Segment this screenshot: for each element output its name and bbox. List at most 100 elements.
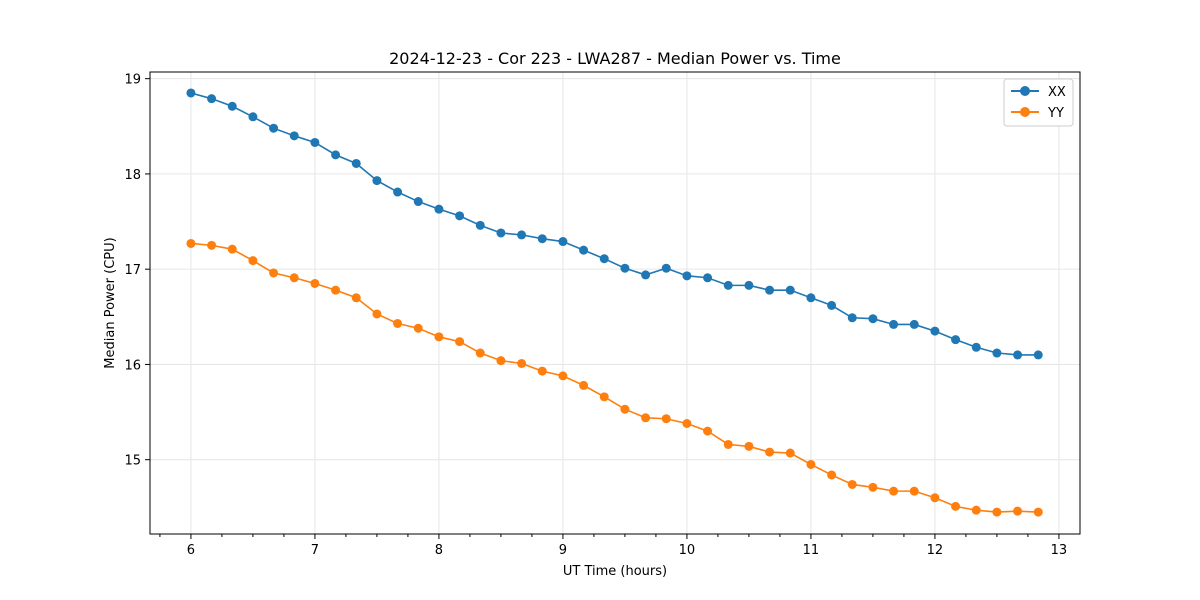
data-point-xx [765, 285, 775, 295]
data-point-xx [620, 263, 630, 273]
data-point-xx [641, 270, 651, 280]
data-point-xx [930, 326, 940, 336]
data-point-yy [723, 439, 733, 449]
data-point-xx [372, 176, 382, 186]
data-point-xx [599, 254, 609, 264]
data-point-yy [310, 278, 320, 288]
x-axis-label: UT Time (hours) [563, 564, 667, 579]
data-point-yy [434, 332, 444, 342]
chart-title: 2024-12-23 - Cor 223 - LWA287 - Median P… [389, 49, 841, 68]
data-point-xx [351, 158, 361, 168]
y-tick-label: 17 [124, 263, 141, 278]
data-point-xx [827, 300, 837, 310]
y-tick-label: 16 [124, 358, 141, 373]
data-point-xx [703, 273, 713, 283]
data-point-xx [744, 280, 754, 290]
data-point-xx [207, 94, 217, 104]
data-point-yy [558, 371, 568, 381]
data-point-yy [599, 392, 609, 402]
x-tick-label: 9 [559, 543, 567, 558]
legend-marker-xx [1020, 86, 1030, 96]
legend: XX YY [1003, 78, 1074, 127]
axes: 6 7 8 9 10 11 12 13 15 16 17 18 19 [124, 73, 1067, 558]
y-tick-label: 19 [124, 73, 141, 88]
legend-label-xx: XX [1048, 85, 1066, 100]
data-point-yy [641, 413, 651, 423]
data-point-xx [537, 234, 547, 244]
data-point-yy [909, 486, 919, 496]
x-tick-label: 11 [803, 543, 820, 558]
series-group [186, 88, 1043, 517]
data-point-yy [517, 358, 527, 368]
data-point-xx [847, 313, 857, 323]
data-point-yy [930, 493, 940, 503]
x-tick-label: 13 [1051, 543, 1068, 558]
data-point-xx [1013, 350, 1023, 360]
data-point-yy [889, 486, 899, 496]
data-point-xx [951, 335, 961, 345]
data-point-xx [992, 348, 1002, 358]
data-point-xx [682, 271, 692, 281]
data-point-yy [806, 459, 816, 469]
data-point-xx [558, 237, 568, 247]
data-point-xx [971, 342, 981, 352]
legend-marker-yy [1020, 107, 1030, 117]
data-point-yy [847, 479, 857, 489]
data-point-yy [661, 414, 671, 424]
data-point-yy [289, 273, 299, 283]
plot-frame [149, 71, 1081, 535]
data-point-xx [227, 101, 237, 111]
data-point-xx [475, 220, 485, 230]
data-point-xx [889, 319, 899, 329]
data-point-yy [951, 501, 961, 511]
data-point-yy [248, 256, 258, 266]
data-point-yy [475, 348, 485, 358]
data-point-yy [827, 470, 837, 480]
data-point-yy [351, 293, 361, 303]
grid [150, 72, 1080, 534]
x-tick-label: 7 [311, 543, 319, 558]
data-point-xx [909, 319, 919, 329]
data-point-yy [868, 482, 878, 492]
data-point-xx [289, 131, 299, 141]
data-point-yy [186, 238, 196, 248]
data-point-yy [207, 240, 217, 250]
data-point-yy [372, 309, 382, 319]
y-axis-label: Median Power (CPU) [103, 237, 118, 368]
data-point-yy [992, 507, 1002, 517]
data-point-yy [496, 356, 506, 366]
data-point-xx [269, 123, 279, 133]
data-point-xx [661, 263, 671, 273]
data-point-xx [1033, 350, 1043, 360]
data-point-yy [1033, 507, 1043, 517]
data-point-yy [744, 441, 754, 451]
data-point-xx [517, 230, 527, 240]
data-point-xx [496, 228, 506, 238]
plot-area [150, 72, 1080, 534]
x-tick-label: 10 [679, 543, 696, 558]
data-point-xx [248, 112, 258, 122]
data-point-yy [537, 366, 547, 376]
data-point-yy [227, 244, 237, 254]
data-point-yy [579, 380, 589, 390]
data-point-yy [620, 404, 630, 414]
data-point-xx [186, 88, 196, 98]
data-point-yy [269, 268, 279, 278]
data-point-yy [703, 426, 713, 436]
data-point-xx [723, 280, 733, 290]
data-point-yy [765, 447, 775, 457]
x-tick-label: 8 [435, 543, 443, 558]
data-point-xx [331, 150, 341, 160]
data-point-xx [868, 314, 878, 324]
data-point-xx [310, 137, 320, 147]
data-point-yy [393, 318, 403, 328]
legend-label-yy: YY [1047, 106, 1064, 121]
data-point-xx [806, 293, 816, 303]
data-point-xx [785, 285, 795, 295]
x-tick-label: 12 [927, 543, 944, 558]
data-point-yy [413, 323, 423, 333]
data-point-xx [434, 204, 444, 214]
data-point-yy [331, 285, 341, 295]
data-point-xx [393, 187, 403, 197]
